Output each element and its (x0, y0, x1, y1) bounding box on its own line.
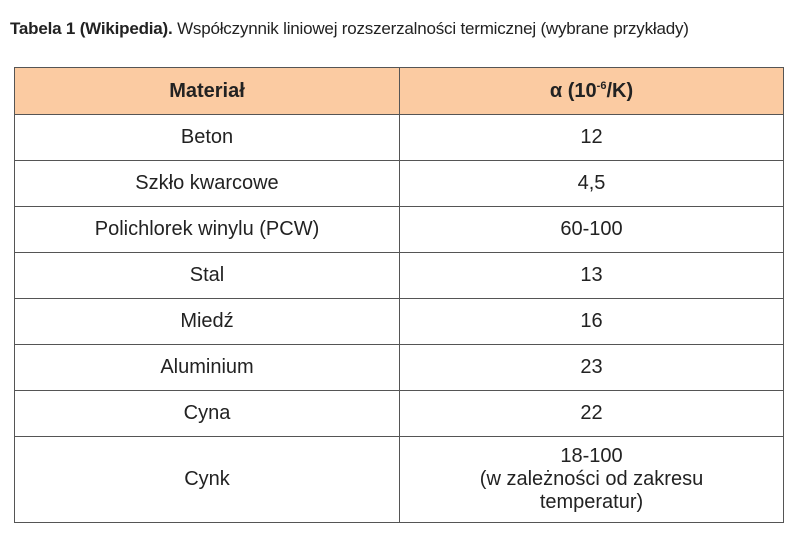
value-cell: 22 (399, 390, 784, 437)
table-body: Beton 12 Szkło kwarcowe 4,5 Polichlorek winy… (14, 114, 784, 523)
header-text: Materiał (169, 79, 245, 102)
value-line: temperatur) (539, 491, 644, 513)
material-cell: Cyna (14, 390, 400, 437)
value-cell: 23 (399, 344, 784, 391)
value-line: 4,5 (577, 172, 606, 194)
table-row: Polichlorek winylu (PCW) 60-100 (14, 206, 784, 253)
header-cell: α (10-6/K) (399, 67, 784, 115)
header-text: α (10 (549, 79, 597, 102)
value-line: 23 (580, 356, 603, 378)
table-row: Beton 12 (14, 114, 784, 161)
value-line: 22 (580, 402, 603, 424)
caption-text: Współczynnik liniowej rozszerzalności te… (177, 19, 689, 38)
caption: Tabela 1 (Wikipedia). Współczynnik linio… (10, 19, 689, 39)
material-cell: Beton (14, 114, 400, 161)
value-cell: 13 (399, 252, 784, 299)
data-table: Materiał α (10-6/K) Beton 12 Szkło kwarcowe… (14, 67, 784, 523)
value-line: 12 (580, 126, 603, 148)
table-row: Stal 13 (14, 252, 784, 299)
table-row: Miedź 16 (14, 298, 784, 345)
value-line: 16 (580, 310, 603, 332)
caption-label: Tabela 1 (Wikipedia). (10, 19, 173, 38)
header-text: /K) (606, 79, 634, 102)
material-cell: Szkło kwarcowe (14, 160, 400, 207)
table-row: Aluminium 23 (14, 344, 784, 391)
header-superscript: -6 (596, 79, 607, 92)
value-line: 60-100 (560, 218, 623, 240)
value-line: 13 (580, 264, 603, 286)
value-line: 18-100 (560, 445, 623, 467)
value-cell: 16 (399, 298, 784, 345)
material-cell: Stal (14, 252, 400, 299)
material-cell: Miedź (14, 298, 400, 345)
header-cell: Materiał (14, 67, 400, 115)
material-cell: Aluminium (14, 344, 400, 391)
value-cell: 18-100 (w zależności od zakresu temperatur… (399, 436, 784, 523)
value-cell: 60-100 (399, 206, 784, 253)
value-cell: 12 (399, 114, 784, 161)
value-line: (w zależności od zakresu (479, 468, 704, 490)
table-row: Szkło kwarcowe 4,5 (14, 160, 784, 207)
table-row: Cynk 18-100 (w zależności od zakresu temper… (14, 436, 784, 523)
value-cell: 4,5 (399, 160, 784, 207)
material-cell: Cynk (14, 436, 400, 523)
material-cell: Polichlorek winylu (PCW) (14, 206, 400, 253)
table-row: Cyna 22 (14, 390, 784, 437)
header-row: Materiał α (10-6/K) (14, 67, 784, 115)
